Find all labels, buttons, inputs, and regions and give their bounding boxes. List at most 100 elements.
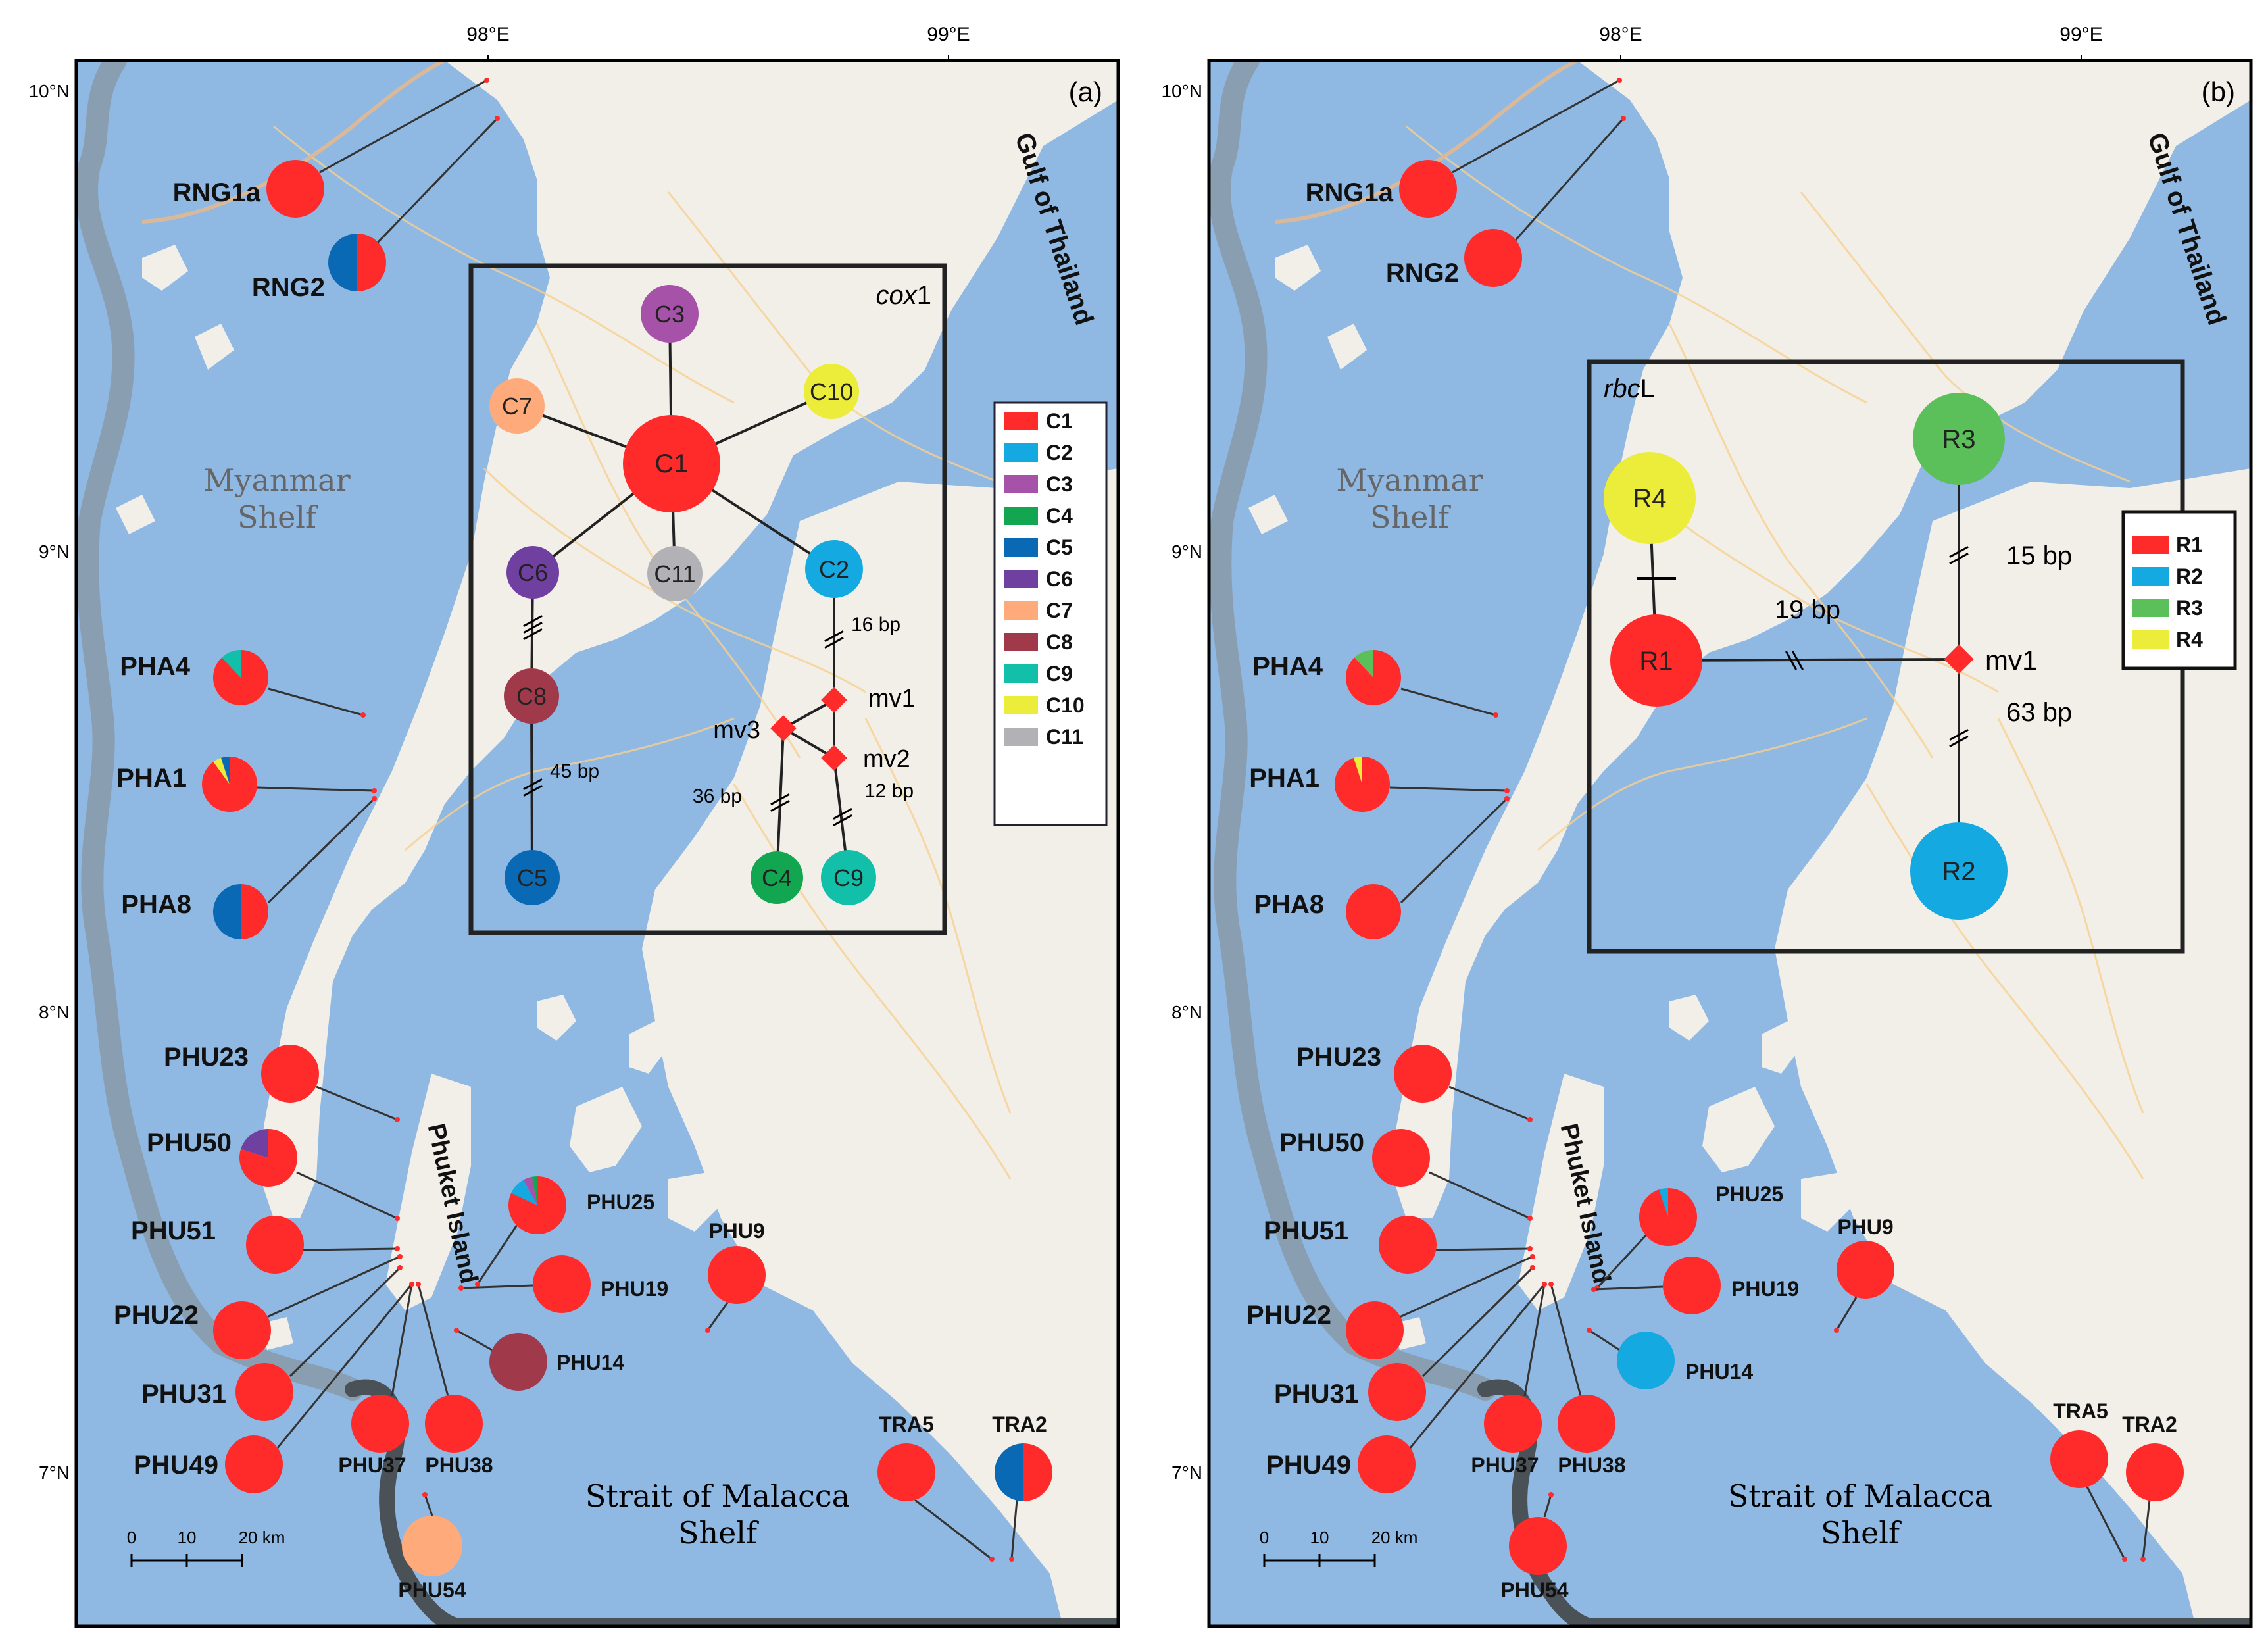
river: [141, 61, 446, 224]
pie-slice: [877, 1443, 935, 1501]
median-vector-label: mv2: [863, 745, 910, 773]
site-label: PHU14: [556, 1351, 624, 1374]
island: [142, 245, 188, 291]
pie-slice: [225, 1435, 283, 1493]
pie-slice: [328, 234, 357, 291]
site-phu19: PHU19: [1591, 1257, 1799, 1314]
haplotype-node: [751, 851, 803, 904]
mutation-tick: [523, 785, 543, 797]
legend-label: R1: [2176, 533, 2203, 557]
pie-slice: [1484, 1395, 1542, 1453]
haplotype-node: [623, 415, 720, 512]
site-connector-line: [1399, 1255, 1533, 1318]
site-label: RNG1a: [173, 178, 261, 207]
mutation-label: 19 bp: [1775, 595, 1840, 624]
road: [864, 718, 1012, 1114]
legend-swatch: [1004, 570, 1038, 588]
legend-swatch: [1004, 696, 1038, 714]
map-panel-a: 98°E 99°E10°N9°N8°N7°N(a)MyanmarShelfGulf…: [28, 24, 1120, 1628]
road: [273, 125, 735, 404]
mutation-tick: [1949, 553, 1969, 564]
site-connector-line: [1510, 118, 1625, 245]
legend-swatch: [1004, 475, 1038, 493]
pie-slice: [1368, 1363, 1426, 1421]
site-pha1: PHA1: [116, 757, 377, 812]
pie-slice: [1346, 1301, 1404, 1359]
pie-slice: [1379, 1216, 1437, 1274]
site-phu25: PHU25: [475, 1176, 654, 1287]
site-marker: [1504, 788, 1510, 793]
site-label: PHU14: [1685, 1360, 1753, 1384]
site-connector-line: [374, 117, 499, 246]
haplotype-node-label: C4: [762, 864, 792, 891]
pie-slice: [1023, 1443, 1052, 1501]
site-connector-line: [417, 1284, 449, 1397]
pie-slice: [425, 1395, 483, 1453]
site-label: RNG2: [252, 273, 325, 302]
site-connector-line: [1400, 797, 1508, 904]
region-label-myanmar-2: Shelf: [1370, 499, 1451, 535]
pie-slice: [531, 1176, 537, 1205]
cox1-network-inset: cox1 16 bp 45 bp 36 bp 12 bp mv1 mv2 mv3 C1 C2 C3 C…: [468, 263, 947, 935]
haplotype-node: [504, 668, 559, 724]
site-marker: [1009, 1557, 1014, 1562]
site-label: PHU54: [398, 1578, 466, 1602]
site-rng1a: RNG1a: [1306, 78, 1622, 218]
haplotype-node-label: C11: [654, 561, 695, 587]
site-label: PHU19: [1731, 1277, 1799, 1301]
mutation-tick: [824, 630, 844, 642]
site-label: PHU25: [587, 1190, 654, 1214]
site-marker: [397, 1254, 403, 1259]
legend: C1 C2 C3 C4 C5 C6 C7 C8 C9 C10 C11: [993, 401, 1108, 826]
haplotype-node-label: C3: [654, 301, 685, 328]
pie-slice: [1346, 884, 1401, 939]
median-vector-label: mv1: [1985, 645, 2037, 676]
legend: R1 R2 R3 R4: [2121, 510, 2237, 670]
legend-swatch: [1004, 728, 1038, 746]
site-marker: [1493, 712, 1498, 718]
site-label: PHU25: [1715, 1182, 1783, 1206]
legend-label: C10: [1046, 693, 1085, 717]
site-connector-line: [1400, 687, 1496, 716]
site-phu9: PHU9: [705, 1219, 766, 1333]
site-connector-line: [1389, 786, 1508, 792]
island: [570, 1087, 642, 1172]
panel-tag: (a): [1069, 76, 1102, 107]
median-vector-mv1: [1944, 644, 1974, 674]
site-label: TRA2: [992, 1412, 1047, 1436]
road: [1997, 718, 2144, 1114]
site-phu49: PHU49: [134, 1282, 414, 1493]
site-rng1a: RNG1a: [173, 78, 489, 218]
haplotype-node: [641, 285, 699, 343]
site-phu38: PHU38: [1548, 1282, 1626, 1477]
site-phu25: PHU25: [1594, 1182, 1783, 1291]
shelf-edge: [76, 61, 364, 1401]
pie-slice: [1509, 1517, 1567, 1575]
pie-slice: [213, 884, 241, 939]
site-marker: [1542, 1282, 1547, 1287]
site-marker: [395, 1117, 400, 1122]
haplotype-node-label: C9: [833, 864, 864, 891]
scale-bar: 0 10 20 km: [127, 1528, 285, 1567]
mutation-tick: [523, 615, 543, 627]
site-connector-line: [1010, 1499, 1018, 1560]
site-label: PHU54: [1500, 1578, 1568, 1602]
scale-bar-label: 0: [127, 1528, 136, 1547]
road: [1537, 717, 1867, 851]
region-label-malacca: Strait of Malacca: [1728, 1478, 1992, 1514]
site-connector-line: [2142, 1499, 2151, 1560]
site-marker: [395, 1246, 400, 1251]
site-connector-line: [296, 1171, 398, 1220]
site-phu37: PHU37: [338, 1282, 414, 1477]
site-label: PHA1: [1249, 764, 1319, 793]
site-phu38: PHU38: [416, 1282, 493, 1477]
site-connector-line: [1435, 1247, 1531, 1251]
lat-label: 9°N: [1171, 541, 1202, 562]
haplotype-node: [1913, 393, 2005, 485]
site-label: RNG2: [1386, 259, 1459, 287]
haplotype-node: [647, 546, 703, 601]
site-marker: [1527, 1117, 1533, 1122]
legend-swatch: [1004, 633, 1038, 651]
site-marker: [1504, 796, 1510, 801]
site-tra5: TRA5: [877, 1412, 995, 1562]
